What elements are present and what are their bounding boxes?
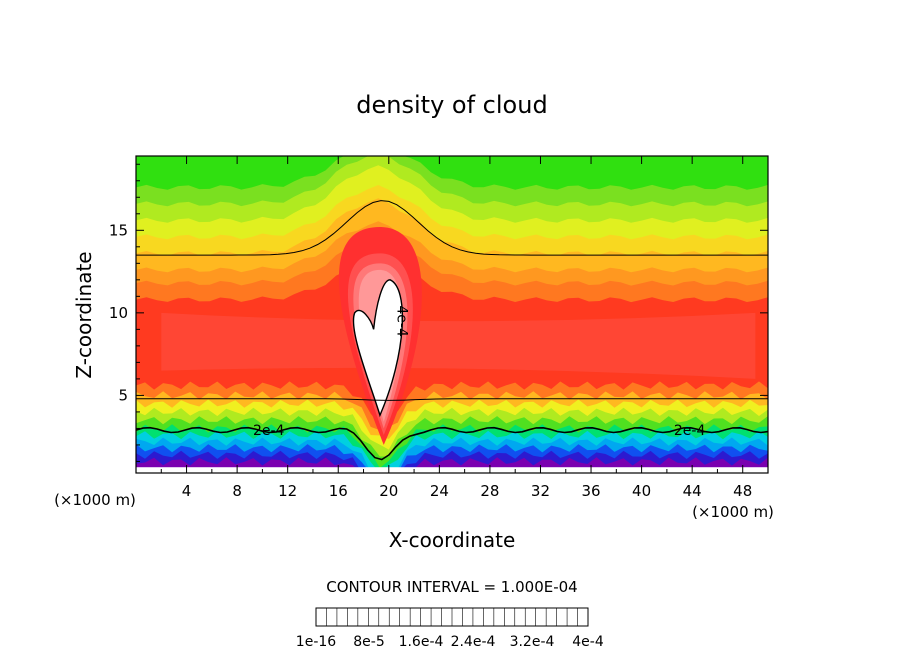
y-axis-label: Z-coordinate [72, 251, 96, 378]
x-unit-left: (×1000 m) [54, 491, 136, 509]
x-unit-right: (×1000 m) [692, 503, 774, 521]
ground-gap [136, 467, 768, 473]
plume-core [353, 279, 403, 416]
contour-labels: 2e-4 2e-4 4e-4 [253, 305, 706, 439]
chart-title: density of cloud [356, 91, 547, 119]
x-axis: 4 8 12 16 20 24 28 32 36 40 44 48 [160, 156, 752, 500]
x-tick-label: 40 [632, 482, 651, 500]
contour-label: 2e-4 [253, 423, 285, 439]
x-tick-label: 44 [683, 482, 702, 500]
contour-label: 2e-4 [674, 423, 706, 439]
colorbar-tick-label: 8e-5 [353, 634, 384, 650]
contour-line-upper [136, 200, 768, 256]
contour-line-2e-4 [136, 426, 768, 461]
contour-line-lower [136, 398, 768, 401]
y-axis: 5 10 15 [109, 163, 768, 462]
colorbar-tick-label: 3.2e-4 [510, 634, 555, 650]
colorbar-tick-label: 1e-16 [296, 634, 336, 650]
y-tick-label: 15 [109, 221, 128, 239]
contour-interval-note: CONTOUR INTERVAL = 1.000E-04 [326, 578, 577, 596]
x-tick-label: 20 [379, 482, 398, 500]
contour-lines [136, 200, 768, 461]
x-tick-label: 32 [531, 482, 550, 500]
x-tick-label: 8 [232, 482, 242, 500]
x-tick-label: 48 [733, 482, 752, 500]
colorbar-tick-label: 2.4e-4 [451, 634, 496, 650]
x-axis-label: X-coordinate [389, 528, 516, 552]
contour-line-4e-4 [352, 279, 404, 418]
x-tick-label: 28 [480, 482, 499, 500]
colorbar-tick-label: 4e-4 [572, 634, 604, 650]
plot-frame [135, 155, 769, 474]
band-core [161, 312, 756, 379]
x-tick-label: 16 [329, 482, 348, 500]
contour-field [136, 156, 768, 473]
x-tick-label: 24 [430, 482, 449, 500]
y-tick-label: 10 [109, 304, 128, 322]
colorbar-tick-labels: 1e-16 8e-5 1.6e-4 2.4e-4 3.2e-4 4e-4 [296, 634, 604, 650]
contour-label: 4e-4 [394, 305, 410, 337]
x-tick-label: 4 [182, 482, 192, 500]
y-tick-label: 5 [118, 386, 128, 404]
colorbar-tick-label: 1.6e-4 [399, 634, 444, 650]
x-tick-label: 36 [581, 482, 600, 500]
colorbar [315, 607, 589, 627]
x-tick-label: 12 [278, 482, 297, 500]
